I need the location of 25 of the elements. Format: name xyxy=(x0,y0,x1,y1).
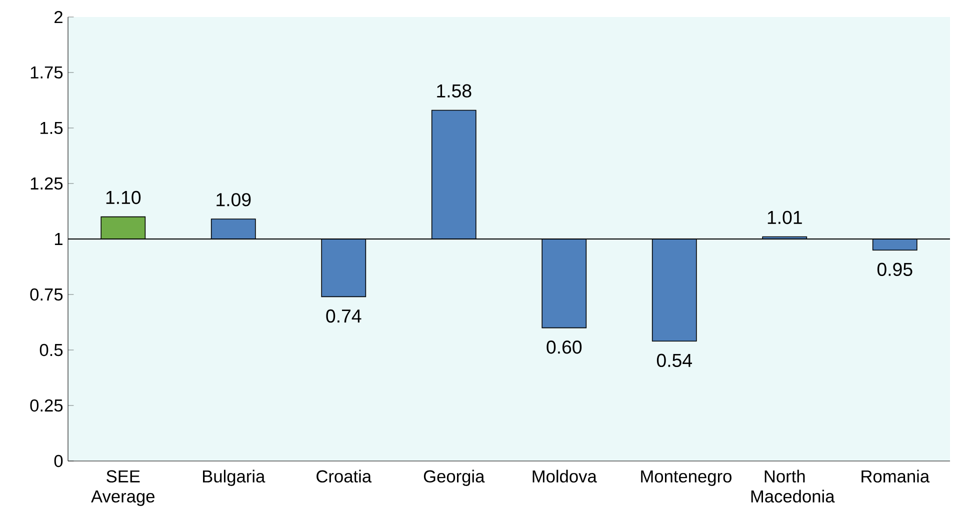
y-tick-label: 1.75 xyxy=(30,66,63,79)
y-tick-label: 0.5 xyxy=(40,344,63,356)
data-label: 0.74 xyxy=(326,309,362,323)
data-label: 0.54 xyxy=(656,354,692,368)
x-tick-label: Georgia xyxy=(424,470,485,486)
data-label: 1.01 xyxy=(768,210,802,224)
x-tick-label: Croatia xyxy=(316,470,372,483)
y-tick-label: 0.25 xyxy=(30,399,63,412)
y-tick-label: 2 xyxy=(54,10,62,24)
x-tick-label: Romania xyxy=(862,470,930,483)
x-tick-label: Moldova xyxy=(532,470,597,483)
y-tick-label: 0.75 xyxy=(30,288,63,301)
x-tick-label: Bulgaria xyxy=(203,470,266,486)
data-label: 0.60 xyxy=(546,340,582,354)
y-tick-label: 1.25 xyxy=(30,177,63,190)
x-tick-label: North Macedonia xyxy=(751,470,835,503)
y-tick-label: 0 xyxy=(54,454,63,468)
y-tick-label: 1 xyxy=(54,233,62,245)
data-label: 1.09 xyxy=(216,193,251,206)
data-label: 1.10 xyxy=(106,190,141,204)
y-tick-label: 1.5 xyxy=(40,122,63,134)
data-label: 0.95 xyxy=(877,262,912,276)
data-label: 1.58 xyxy=(437,84,472,98)
x-tick-label: Montenegro xyxy=(641,470,732,486)
x-tick-label: SEE Average xyxy=(91,470,154,506)
